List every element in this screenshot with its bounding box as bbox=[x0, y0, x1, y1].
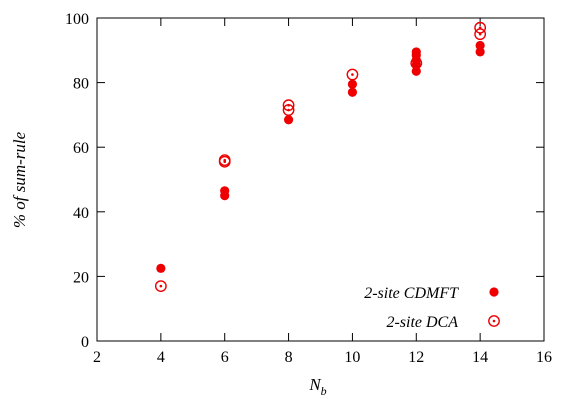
y-tick-label: 60 bbox=[73, 140, 89, 157]
x-tick-label: 12 bbox=[408, 349, 424, 366]
cdmft-point bbox=[347, 79, 358, 89]
x-tick-label: 8 bbox=[285, 349, 293, 366]
x-tick-label: 10 bbox=[344, 349, 360, 366]
x-axis-title: Nb bbox=[308, 375, 326, 398]
y-tick-label: 20 bbox=[73, 269, 89, 286]
cdmft-point bbox=[475, 40, 485, 51]
axis-ticks: 2 4 6 8 10 12 14 16 0 20 40 60 80 100 bbox=[65, 11, 552, 366]
x-tick-label: 2 bbox=[93, 349, 101, 366]
x-tick-label: 16 bbox=[536, 349, 552, 366]
data-points bbox=[154, 21, 487, 292]
y-tick-label: 100 bbox=[65, 11, 89, 28]
cdmft-point bbox=[347, 87, 358, 97]
dca-point bbox=[346, 68, 359, 81]
dca-point bbox=[218, 154, 231, 167]
cdmft-point bbox=[283, 115, 294, 125]
y-tick-label: 80 bbox=[73, 76, 89, 93]
legend-label-dca: 2-site DCA bbox=[386, 314, 458, 331]
legend: 2-site CDMFT 2-site DCA bbox=[364, 285, 500, 331]
y-axis-title: % of sum-rule bbox=[10, 131, 29, 228]
legend-label-cdmft: 2-site CDMFT bbox=[364, 285, 459, 302]
dca-point bbox=[282, 99, 295, 112]
legend-markers bbox=[488, 287, 500, 327]
legend-marker-cdmft bbox=[489, 287, 499, 297]
cdmft-point bbox=[411, 47, 421, 57]
x-tick-label: 14 bbox=[472, 349, 488, 366]
dca-point bbox=[410, 57, 423, 70]
y-tick-label: 40 bbox=[73, 205, 89, 222]
x-axis-title-subscript: b bbox=[321, 384, 327, 398]
plot-frame bbox=[96, 17, 545, 342]
cdmft-point bbox=[411, 66, 421, 76]
legend-marker-dca bbox=[488, 315, 500, 327]
cdmft-point bbox=[156, 263, 166, 273]
cdmft-point bbox=[475, 47, 485, 57]
y-tick-label: 0 bbox=[81, 334, 89, 351]
dca-point bbox=[154, 280, 167, 292]
x-tick-label: 6 bbox=[221, 349, 229, 366]
x-tick-label: 4 bbox=[157, 349, 165, 366]
cdmft-point bbox=[220, 186, 230, 196]
dca-point bbox=[474, 21, 487, 34]
